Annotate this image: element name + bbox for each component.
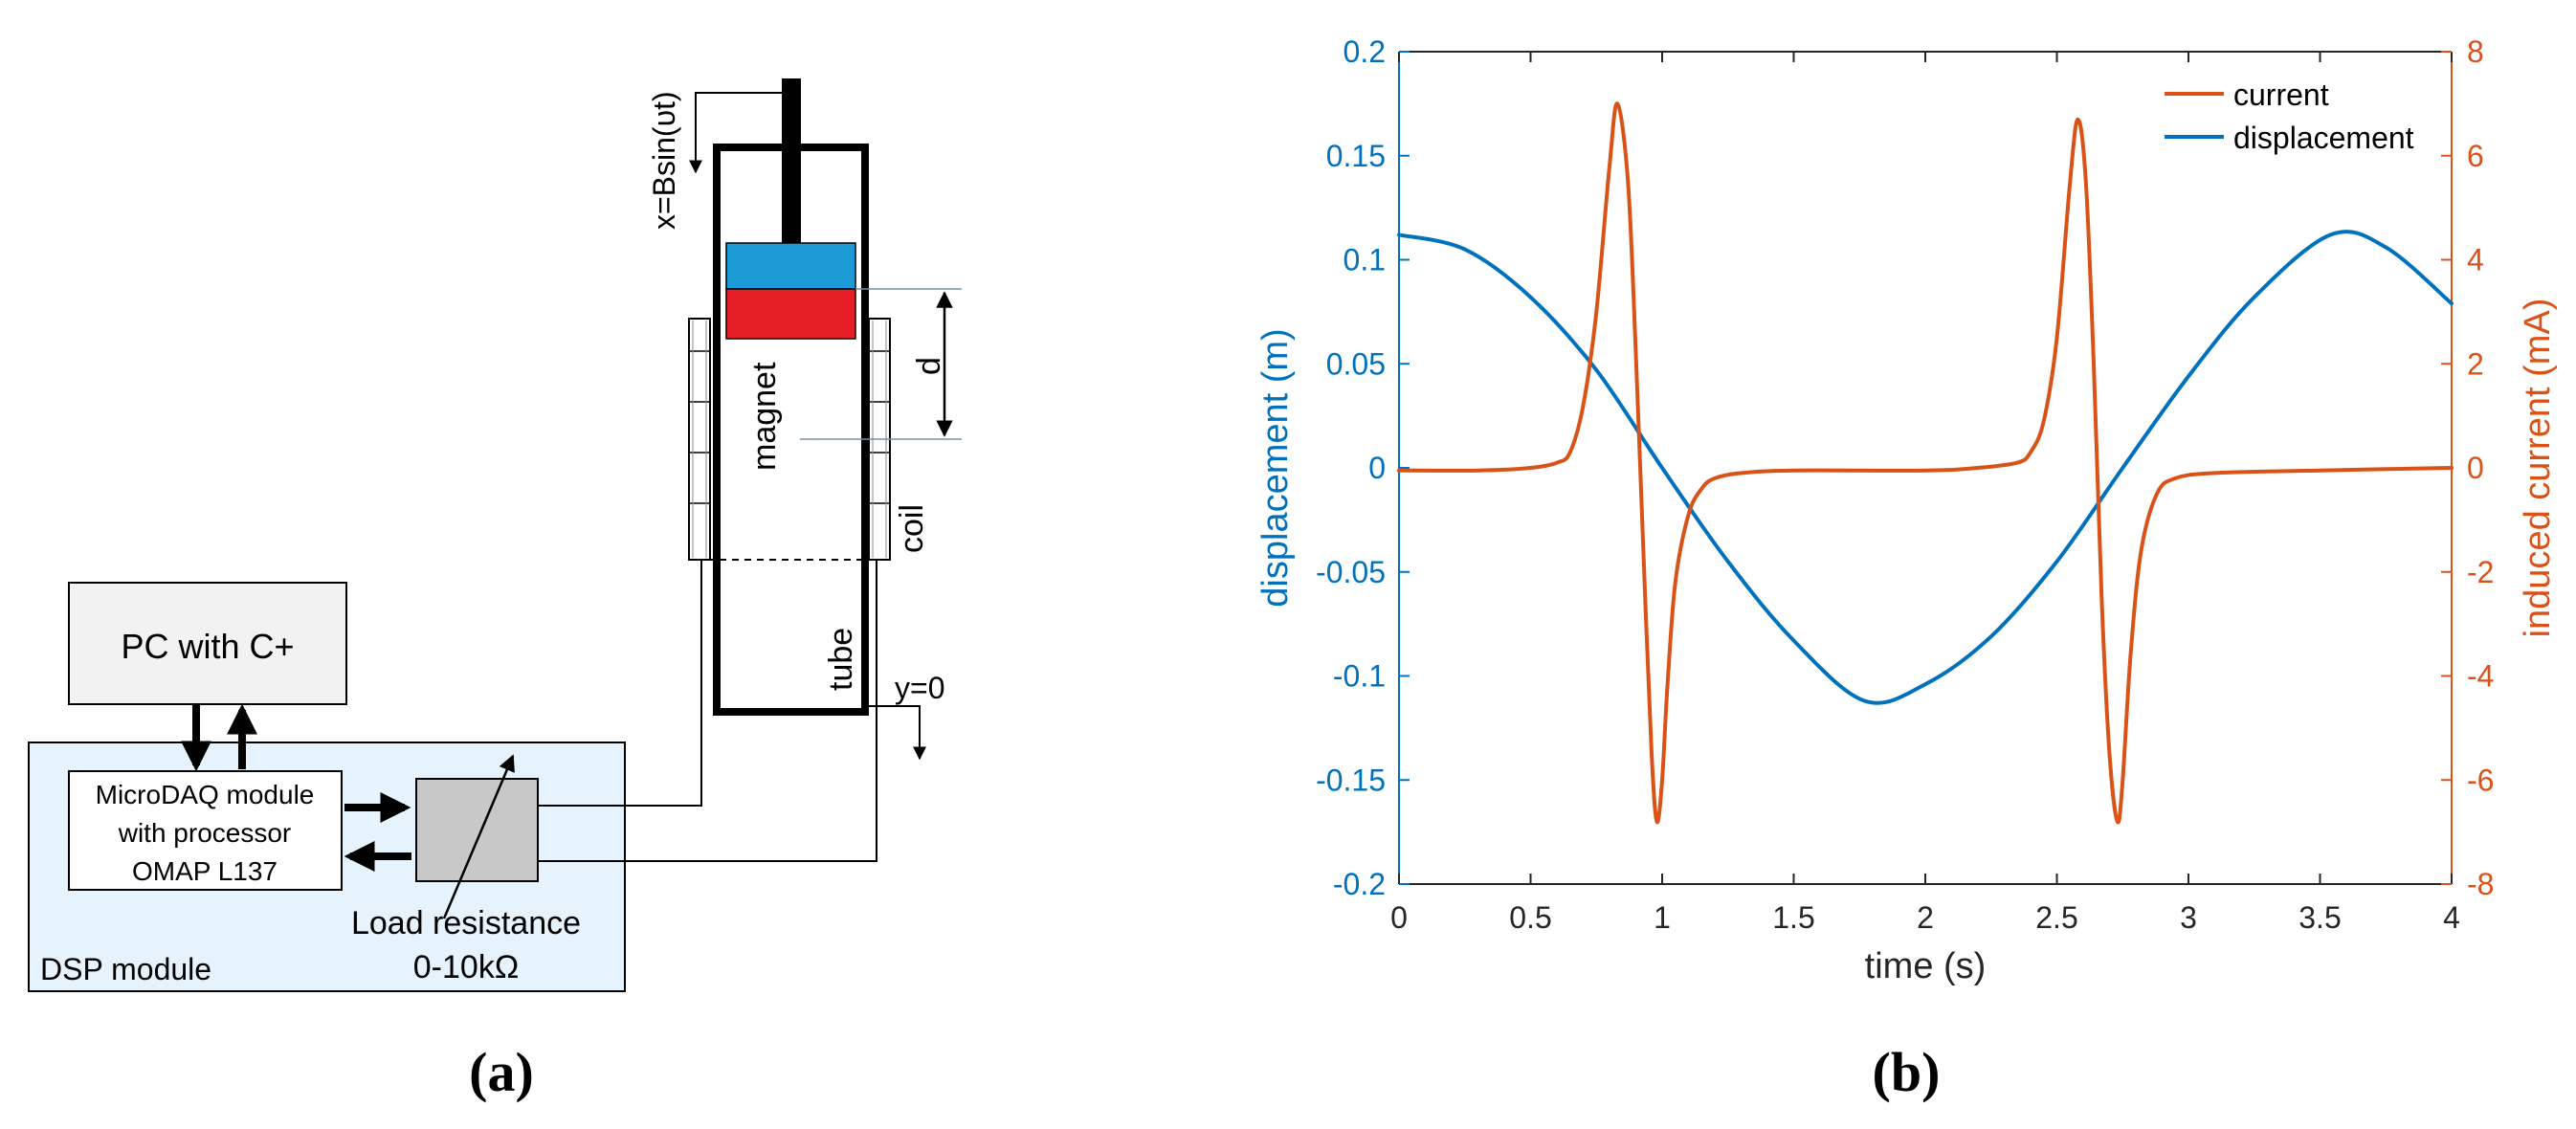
magnet-top: [725, 242, 856, 290]
load-resistance-line-2: 0-10kΩ: [413, 949, 519, 985]
y-left-tick-label: -0.15: [1316, 763, 1386, 797]
microdaq-line-3: OMAP L137: [132, 856, 278, 886]
y-left-tick-label: -0.2: [1333, 867, 1386, 901]
y-left-tick-label: 0.15: [1326, 139, 1386, 173]
setup-diagram: DSP module PC with C+ MicroDAQ module wi…: [28, 78, 962, 1103]
distance-label: d: [911, 357, 947, 375]
origin-arrow: [865, 705, 926, 761]
x-tick-label: 0.5: [1509, 900, 1551, 935]
plot-area: [1399, 52, 2452, 884]
x-tick-label: 3.5: [2298, 900, 2341, 935]
y-right-axis-label: induced current (mA): [2518, 299, 2558, 638]
microdaq-line-1: MicroDAQ module: [96, 780, 315, 809]
y-right-tick-label: 6: [2467, 139, 2484, 173]
y-right-tick-label: 8: [2467, 34, 2484, 69]
excitation-label: x=Bsin(υt): [647, 91, 681, 230]
y-left-axis-label: displacement (m): [1255, 328, 1296, 607]
x-tick-label: 1: [1654, 900, 1671, 935]
coil-label: coil: [894, 504, 930, 553]
panel-a-label: (a): [469, 1041, 534, 1103]
coil-left: [688, 318, 711, 561]
panel-b-label: (b): [1873, 1041, 1941, 1103]
y-right-tick-label: -2: [2467, 555, 2494, 589]
legend: current displacement: [2165, 77, 2414, 155]
excitation-arrow: [689, 92, 782, 174]
x-tick-label: 3: [2180, 900, 2197, 935]
y-left-tick-label: 0.05: [1326, 346, 1386, 381]
microdaq-line-2: with processor: [118, 818, 292, 848]
y-left-tick-label: 0.2: [1344, 34, 1386, 69]
legend-current-label: current: [2233, 77, 2329, 112]
magnet-label: magnet: [746, 362, 783, 471]
series-line-displacement: [1397, 230, 2454, 705]
x-tick-label: 2: [1917, 900, 1934, 935]
y-right-tick-label: -4: [2467, 659, 2494, 694]
tube-label: tube: [823, 628, 859, 691]
load-resistance-box: [415, 778, 539, 882]
origin-label: y=0: [895, 671, 944, 705]
y-right-tick-label: -8: [2467, 867, 2494, 901]
exciter-rod: [782, 78, 801, 243]
y-left-tick-label: 0.1: [1344, 243, 1386, 277]
y-right-tick-label: 2: [2467, 346, 2484, 381]
x-tick-label: 4: [2443, 900, 2460, 935]
y-left-tick-label: -0.1: [1333, 659, 1386, 694]
wire-right-coil: [538, 560, 877, 862]
magnet-bottom: [725, 288, 856, 340]
chart: 0 0.5 1 1.5 2 2.5 3 3.5 4 0.2 0.15 0.1 0.05 0 -0.05 -0…: [1255, 34, 2558, 1103]
load-resistance-line-1: Load resistance: [351, 905, 581, 941]
y-right-ticks: 8 6 4 2 0 -2 -4 -6 -8: [2441, 34, 2494, 901]
series-line-current: [1397, 101, 2454, 825]
y-right-tick-label: 0: [2467, 451, 2484, 485]
y-right-tick-label: 4: [2467, 243, 2484, 277]
pc-label: PC with C+: [121, 627, 294, 666]
y-right-tick-label: -6: [2467, 763, 2494, 797]
y-left-tick-label: -0.05: [1316, 555, 1386, 589]
dsp-module-label: DSP module: [40, 952, 211, 986]
x-tick-label: 1.5: [1772, 900, 1814, 935]
x-ticks: 0 0.5 1 1.5 2 2.5 3 3.5 4: [1390, 52, 2460, 935]
variable-resistance-arrow: [442, 754, 515, 919]
legend-displacement-label: displacement: [2233, 121, 2414, 155]
y-left-tick-label: 0: [1368, 451, 1386, 485]
series-layer: [1397, 101, 2454, 825]
x-axis-label: time (s): [1865, 946, 1987, 986]
x-tick-label: 0: [1390, 900, 1408, 935]
x-tick-label: 2.5: [2035, 900, 2077, 935]
y-left-ticks: 0.2 0.15 0.1 0.05 0 -0.05 -0.1 -0.15 -0.2: [1316, 34, 1410, 901]
wire-left-coil: [538, 560, 702, 807]
pc-box: [68, 582, 347, 705]
